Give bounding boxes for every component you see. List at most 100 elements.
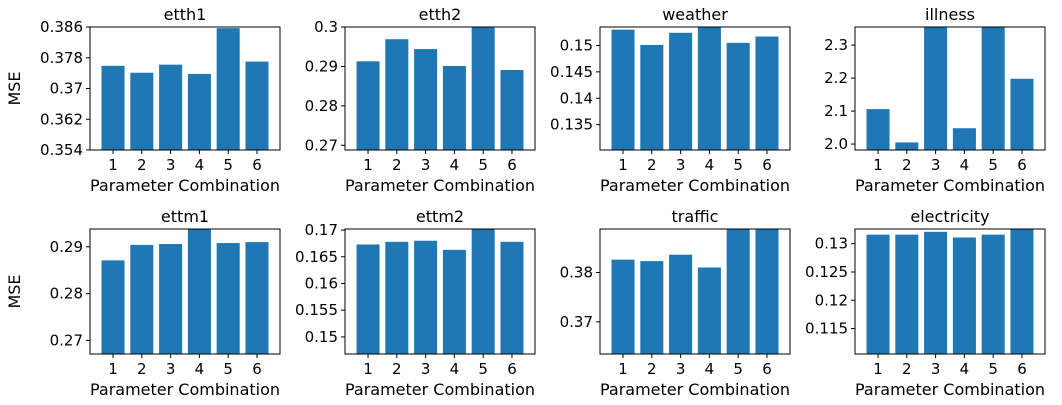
x-tick-label: 1 [873,360,883,378]
y-tick-label: 0.27 [305,136,338,154]
x-tick-label: 6 [762,360,772,378]
plot-frame [854,26,1046,151]
x-tick-label: 3 [421,156,431,174]
bar-group [356,27,524,150]
panel-ettm1: 1 2 3 4 5 6 0.27 0.28 0.29 ettm1 Parameter Combina… [5,207,281,399]
bar-electricity-5 [981,234,1005,354]
bar-weather-2 [640,44,664,150]
chart-title: traffic [672,207,719,226]
x-tick-label: 1 [873,156,883,174]
x-tick-label: 3 [166,360,176,378]
panel-traffic: 1 2 3 4 5 6 0.37 0.38 traffic Parameter Combinati… [560,207,791,399]
bar-electricity-3 [924,231,948,354]
plot-frame [89,26,281,151]
bar-illness-1 [866,109,890,150]
bar-etth2-6 [500,69,524,150]
x-tick-label: 1 [363,360,373,378]
bar-group [101,28,269,150]
x-tick-label: 5 [223,360,233,378]
bar-illness-6 [1010,78,1034,150]
bar-etth1-6 [245,61,269,150]
x-axis-label: Parameter Combination [855,380,1045,399]
y-tick-label: 0.14 [560,89,593,107]
x-tick-label: 5 [733,360,743,378]
x-tick-label: 4 [705,156,715,174]
y-tick-label: 0.29 [50,238,83,256]
x-tick-label: 3 [166,156,176,174]
bar-ettm2-5 [471,229,495,354]
x-tick-label: 5 [478,156,488,174]
bar-ettm2-6 [500,241,524,354]
y-tick-label: 0.354 [40,141,83,159]
y-tick-label: 0.15 [560,36,593,54]
y-tick-label: 0.145 [550,63,593,81]
panel-electricity: 1 2 3 4 5 6 0.115 0.12 0.125 0.13 electricity Param… [805,207,1046,399]
bar-weather-3 [669,32,693,150]
x-tick-label: 4 [960,156,970,174]
bar-electricity-6 [1010,229,1034,354]
x-tick-label: 2 [392,156,402,174]
bar-ettm2-3 [414,240,438,354]
bar-ettm1-4 [187,229,211,354]
bar-ettm2-1 [356,244,380,354]
x-tick-label: 6 [507,360,517,378]
x-tick-label: 2 [647,156,657,174]
bar-etth2-1 [356,61,380,150]
bar-traffic-2 [640,261,664,354]
y-tick-label: 0.165 [295,248,338,266]
panel-etth1: 1 2 3 4 5 6 0.354 0.362 0.37 0.378 0.386 etth1 Param… [5,5,281,195]
x-axis-label: Parameter Combination [855,176,1045,195]
bar-etth1-4 [187,73,211,150]
x-tick-label: 4 [705,360,715,378]
y-tick-label: 0.16 [305,274,338,292]
y-tick-label: 0.37 [560,313,593,331]
bar-group [101,229,269,354]
y-tick-label: 2.0 [824,135,848,153]
panel-weather: 1 2 3 4 5 6 0.135 0.14 0.145 0.15 weather Parameter… [550,5,791,195]
x-tick-label: 2 [902,360,912,378]
x-tick-label: 2 [647,360,657,378]
y-tick-label: 0.15 [305,328,338,346]
x-tick-label: 4 [450,156,460,174]
bar-group [356,229,524,354]
y-tick-label: 0.27 [50,331,83,349]
bar-etth1-1 [101,65,125,150]
x-tick-label: 2 [902,156,912,174]
plot-frame [89,228,281,355]
x-tick-label: 3 [676,156,686,174]
y-tick-label: 0.17 [305,221,338,239]
chart-title: ettm1 [161,207,209,226]
bar-ettm1-5 [216,243,240,354]
bar-illness-5 [981,27,1005,150]
plot-frame [599,26,791,151]
bar-etth2-2 [385,39,409,150]
bar-etth2-3 [414,49,438,150]
y-tick-label: 0.378 [40,49,83,67]
x-tick-label: 3 [676,360,686,378]
x-tick-label: 6 [252,156,262,174]
x-tick-label: 3 [931,156,941,174]
bar-group [611,27,779,150]
bar-weather-1 [611,29,635,150]
panel-etth2: 1 2 3 4 5 6 0.27 0.28 0.29 0.3 etth2 Parameter Comb… [305,5,536,195]
y-tick-label: 0.135 [550,116,593,134]
chart-title: electricity [910,207,989,226]
plot-frame [344,228,536,355]
bar-group [866,27,1034,150]
bar-etth2-4 [442,66,466,150]
plot-frame [344,26,536,151]
x-tick-label: 3 [421,360,431,378]
plot-frame [854,228,1046,355]
x-tick-label: 6 [252,360,262,378]
x-axis-label: Parameter Combination [600,380,790,399]
bar-etth2-5 [471,27,495,150]
x-tick-label: 1 [108,360,118,378]
y-tick-label: 0.155 [295,301,338,319]
x-axis-label: Parameter Combination [345,176,535,195]
bar-etth1-5 [216,28,240,150]
bar-group [611,229,779,354]
bar-ettm2-4 [442,249,466,354]
y-tick-label: 0.13 [815,235,848,253]
y-tick-label: 0.386 [40,18,83,36]
